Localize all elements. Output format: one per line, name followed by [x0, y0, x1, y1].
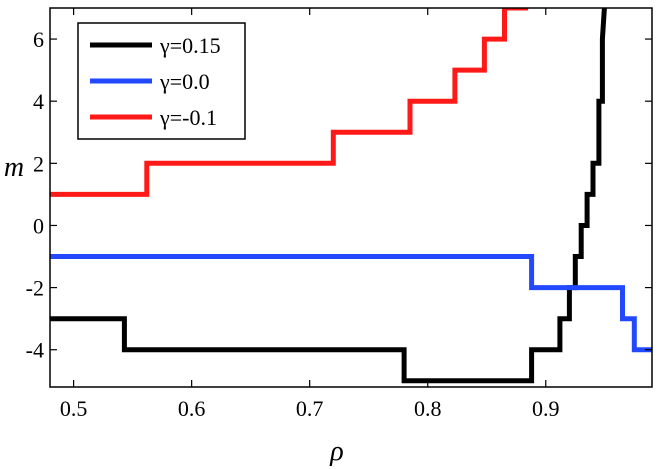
plot-layer: [50, 8, 652, 384]
legend-label-2: γ=-0.1: [159, 105, 217, 130]
legend-label-0: γ=0.15: [159, 33, 221, 58]
y-tick-label: 0: [33, 213, 44, 238]
y-tick-label: 6: [33, 27, 44, 52]
plot-frame: [49, 7, 653, 388]
y-tick-label: 4: [33, 89, 44, 114]
legend: γ=0.15 γ=0.0 γ=-0.1: [77, 22, 246, 140]
label-layer: 0.5 0.6 0.7 0.8 0.9 -4 -2 0 2 4 6 ρ m: [4, 27, 560, 467]
x-tick-label: 0.6: [178, 396, 206, 421]
x-tick-label: 0.8: [414, 396, 442, 421]
y-tick-label: -2: [26, 276, 44, 301]
x-tick-label: 0.7: [296, 396, 324, 421]
y-tick-label: -4: [26, 338, 44, 363]
legend-label-1: γ=0.0: [159, 69, 210, 94]
y-tick-label: 2: [33, 151, 44, 176]
y-axis-label: m: [4, 152, 24, 183]
x-axis-label: ρ: [329, 436, 343, 467]
x-tick-label: 0.5: [60, 396, 88, 421]
x-tick-label: 0.9: [532, 396, 560, 421]
series-line-1: [50, 254, 652, 353]
series-line-2: [50, 8, 529, 197]
series-line-0: [50, 8, 607, 384]
frame-layer: [49, 7, 653, 388]
